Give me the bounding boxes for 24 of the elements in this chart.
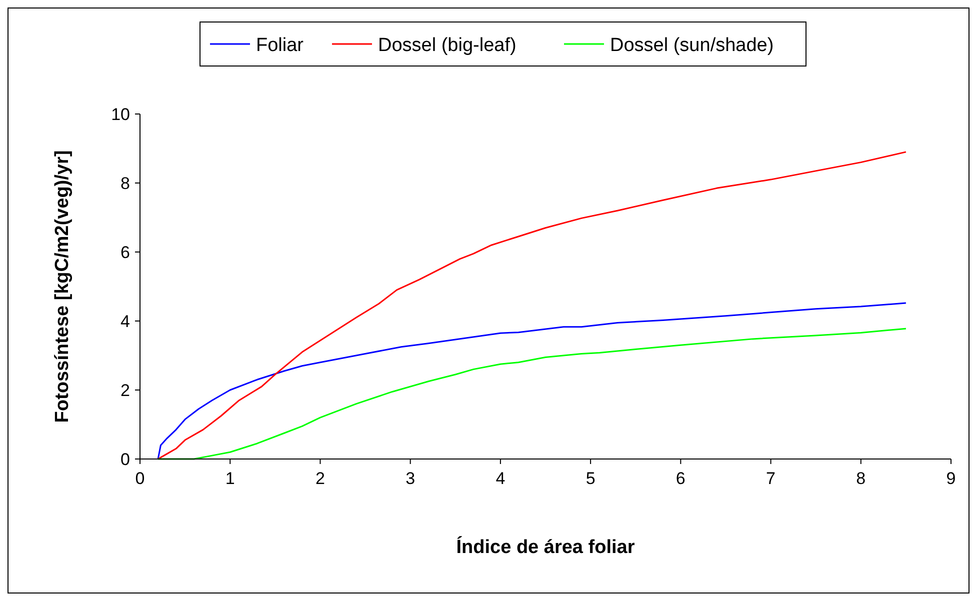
- x-tick-label: 6: [676, 469, 686, 488]
- legend-label: Dossel (sun/shade): [610, 35, 774, 56]
- x-tick-label: 9: [946, 469, 956, 488]
- x-tick-label: 3: [406, 469, 416, 488]
- y-tick-label: 8: [120, 174, 130, 193]
- line-series: [157, 302, 907, 460]
- y-tick-label: 2: [120, 381, 130, 400]
- y-tick-label: 0: [120, 450, 130, 469]
- x-tick-label: 1: [225, 469, 235, 488]
- x-tick-label: 4: [496, 469, 506, 488]
- x-tick-label: 8: [856, 469, 866, 488]
- x-tick-label: 5: [586, 469, 596, 488]
- line-series: [157, 151, 907, 460]
- x-tick-label: 0: [135, 469, 145, 488]
- x-tick-label: 7: [766, 469, 776, 488]
- x-axis-title: Índice de área foliar: [456, 536, 636, 558]
- y-axis-title: Fotossíntese [kgC/m2(veg)/yr]: [52, 150, 73, 423]
- legend-label: Dossel (big-leaf): [378, 35, 516, 56]
- y-tick-label: 4: [120, 312, 130, 331]
- y-tick-label: 6: [120, 243, 130, 262]
- line-series: [157, 328, 907, 460]
- y-tick-label: 10: [111, 105, 130, 124]
- x-tick-label: 2: [315, 469, 325, 488]
- legend-label: Foliar: [256, 35, 304, 56]
